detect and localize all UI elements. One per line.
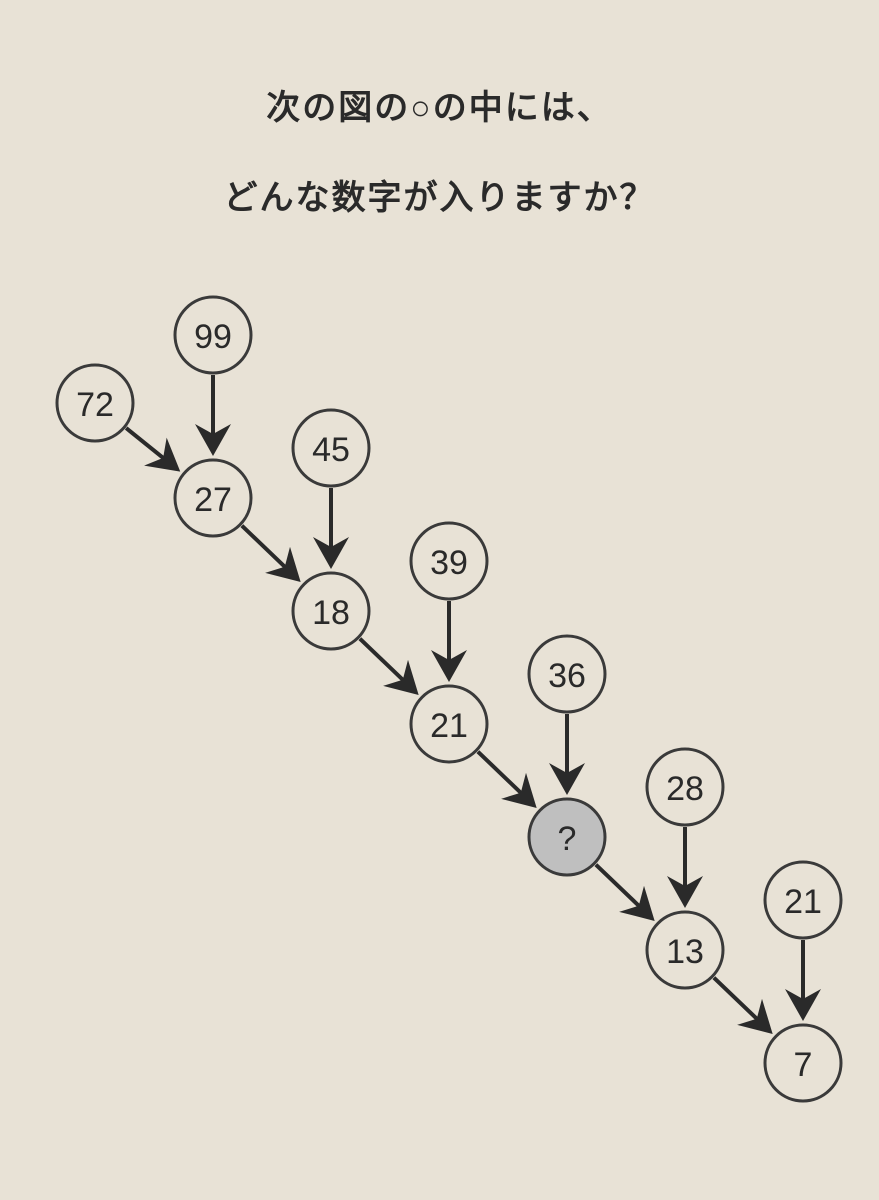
number-node: 21 [765,862,841,938]
number-node: 39 [411,523,487,599]
edge-arrow [360,639,413,690]
edge-arrow [242,526,295,577]
number-node: 21 [411,686,487,762]
edge-arrow [714,978,767,1029]
number-node: 27 [175,460,251,536]
node-label: 21 [430,707,468,745]
number-node: 28 [647,749,723,825]
number-node: 18 [293,573,369,649]
node-label: ? [558,820,577,858]
number-node: 36 [529,636,605,712]
node-label: 72 [76,386,114,424]
node-label: 28 [666,770,704,808]
nodes-layer: 72 99 27 45 18 39 21 36? 28 13 21 7 [57,297,841,1101]
node-label: 45 [312,431,350,469]
node-label: 18 [312,594,350,632]
mystery-node: ? [529,799,605,875]
edge-arrow [126,428,174,467]
node-label: 21 [784,883,822,921]
number-node: 13 [647,912,723,988]
node-label: 36 [548,657,586,695]
number-node: 7 [765,1025,841,1101]
node-label: 99 [194,318,232,356]
edge-arrow [596,865,649,916]
node-label: 13 [666,933,704,971]
number-node: 99 [175,297,251,373]
node-label: 39 [430,544,468,582]
node-label: 27 [194,481,232,519]
edge-arrow [478,752,531,803]
number-node: 45 [293,410,369,486]
puzzle-diagram-canvas: 72 99 27 45 18 39 21 36? 28 13 21 7 [0,0,879,1200]
node-label: 7 [794,1046,813,1084]
number-node: 72 [57,365,133,441]
